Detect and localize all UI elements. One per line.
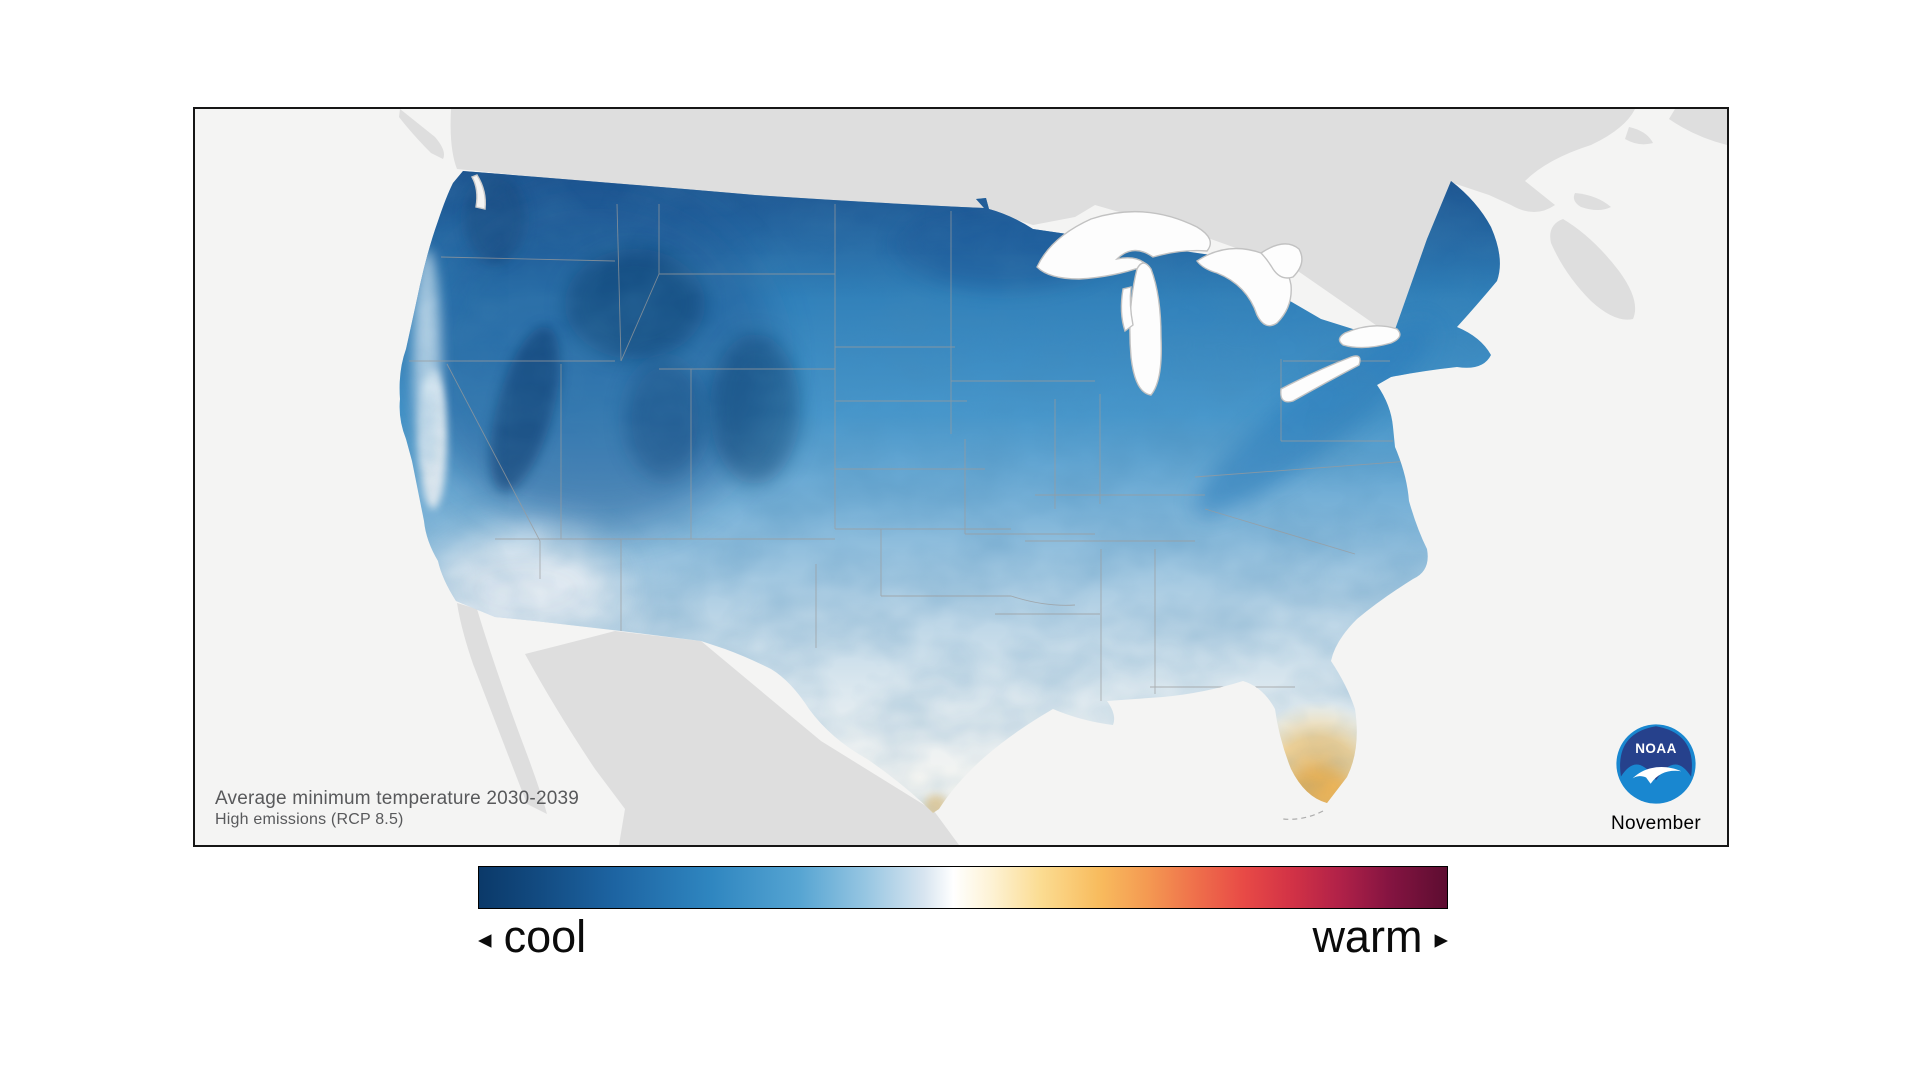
colorbar xyxy=(478,866,1448,909)
us-map xyxy=(399,171,1500,820)
state-borders xyxy=(409,203,1411,701)
lake-erie xyxy=(1280,355,1361,403)
map-panel: Average minimum temperature 2030-2039 Hi… xyxy=(193,107,1729,847)
noaa-logo-text: NOAA xyxy=(1635,741,1677,756)
us-temperature-map xyxy=(399,109,1727,845)
caption-scenario: High emissions (RCP 8.5) xyxy=(215,811,404,828)
legend-labels: ◂ cool warm ▸ xyxy=(478,908,1448,966)
warm-label-group: warm ▸ xyxy=(1312,911,1448,963)
cool-arrow-icon: ◂ xyxy=(478,923,492,954)
georgian-bay xyxy=(1259,243,1303,279)
warm-arrow-icon: ▸ xyxy=(1434,923,1448,954)
lake-ontario xyxy=(1338,325,1401,349)
green-bay xyxy=(1120,286,1134,333)
florida-keys xyxy=(1282,810,1324,820)
noaa-block: NOAA November xyxy=(1601,719,1711,835)
puget-sound xyxy=(470,174,487,210)
cool-label-group: ◂ cool xyxy=(478,911,586,963)
cool-label: cool xyxy=(503,911,587,962)
canada-silhouette xyxy=(399,109,1727,337)
caption-title: Average minimum temperature 2030-2039 xyxy=(215,788,580,809)
warm-label: warm xyxy=(1312,911,1423,962)
lake-michigan xyxy=(1129,262,1162,396)
map-caption: Average minimum temperature 2030-2039 Hi… xyxy=(215,787,579,830)
mexico-silhouette xyxy=(457,603,959,845)
lake-superior xyxy=(1036,211,1211,280)
noaa-logo-icon: NOAA xyxy=(1616,724,1696,804)
great-lakes xyxy=(470,174,1401,403)
month-label: November xyxy=(1610,813,1702,834)
